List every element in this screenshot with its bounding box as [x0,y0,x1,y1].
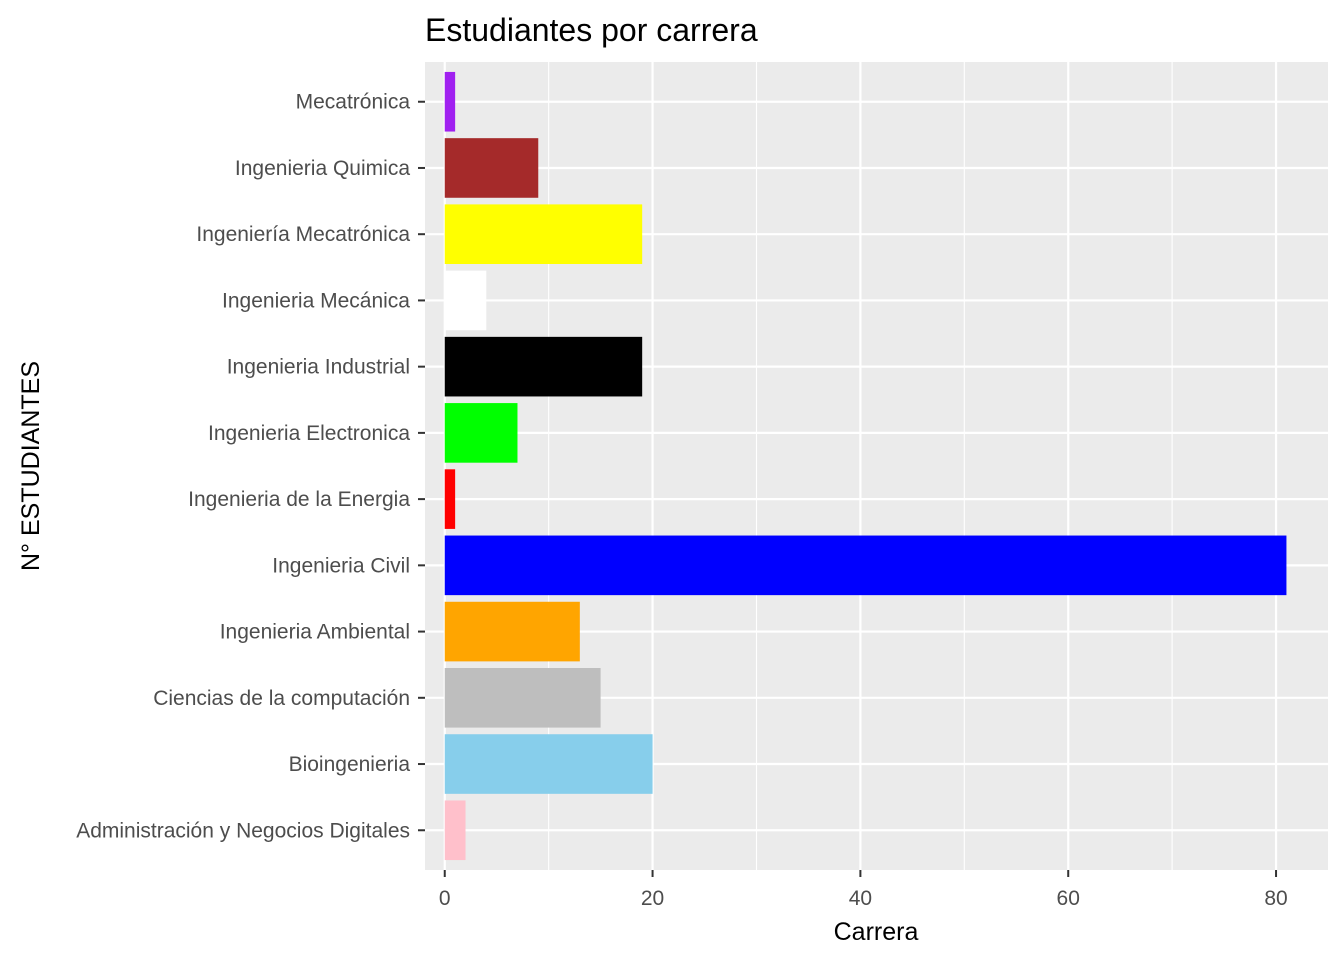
y-tick-label: Ingenieria Electronica [208,422,410,445]
bars [444,71,1287,861]
y-tick-label: Administración y Negocios Digitales [76,819,410,842]
grid-lines [425,62,1328,870]
bar [444,138,539,198]
x-tick-label: 0 [439,887,451,910]
y-tick-label: Ingenieria Ambiental [220,621,410,644]
y-tick-label: Ingenieria Mecánica [222,289,410,312]
bar [444,668,601,728]
y-tick-label: Ingeniería Mecatrónica [196,223,410,246]
bar [444,403,518,463]
y-tick-label: Bioingenieria [289,753,411,776]
x-tick-label: 20 [641,887,664,910]
bar [444,270,487,331]
y-tick-label: Ingenieria de la Energia [188,488,410,511]
x-axis-label: Carrera [834,918,919,946]
bar [444,535,1287,596]
bar [444,469,456,529]
y-tick-label: Mecatrónica [296,91,411,114]
y-tick-label: Ingenieria Civil [272,554,410,577]
y-tick-label: Ingenieria Industrial [227,356,410,379]
y-axis-ticks: Administración y Negocios Digitales Bioin… [76,91,425,842]
bar [444,336,643,397]
x-tick-label: 80 [1264,887,1287,910]
bar [444,601,580,662]
y-axis-label: N° ESTUDIANTES [17,361,45,571]
x-axis-ticks: 0 20 40 60 80 [439,870,1288,910]
y-tick-label: Ingenieria Quimica [235,157,410,180]
chart-title: Estudiantes por carrera [425,12,758,48]
x-tick-label: 40 [849,887,872,910]
bar [444,204,643,264]
bar [444,734,653,794]
x-tick-label: 60 [1057,887,1080,910]
y-tick-label: Ciencias de la computación [153,687,410,710]
bar [444,800,466,861]
bar [444,71,456,132]
